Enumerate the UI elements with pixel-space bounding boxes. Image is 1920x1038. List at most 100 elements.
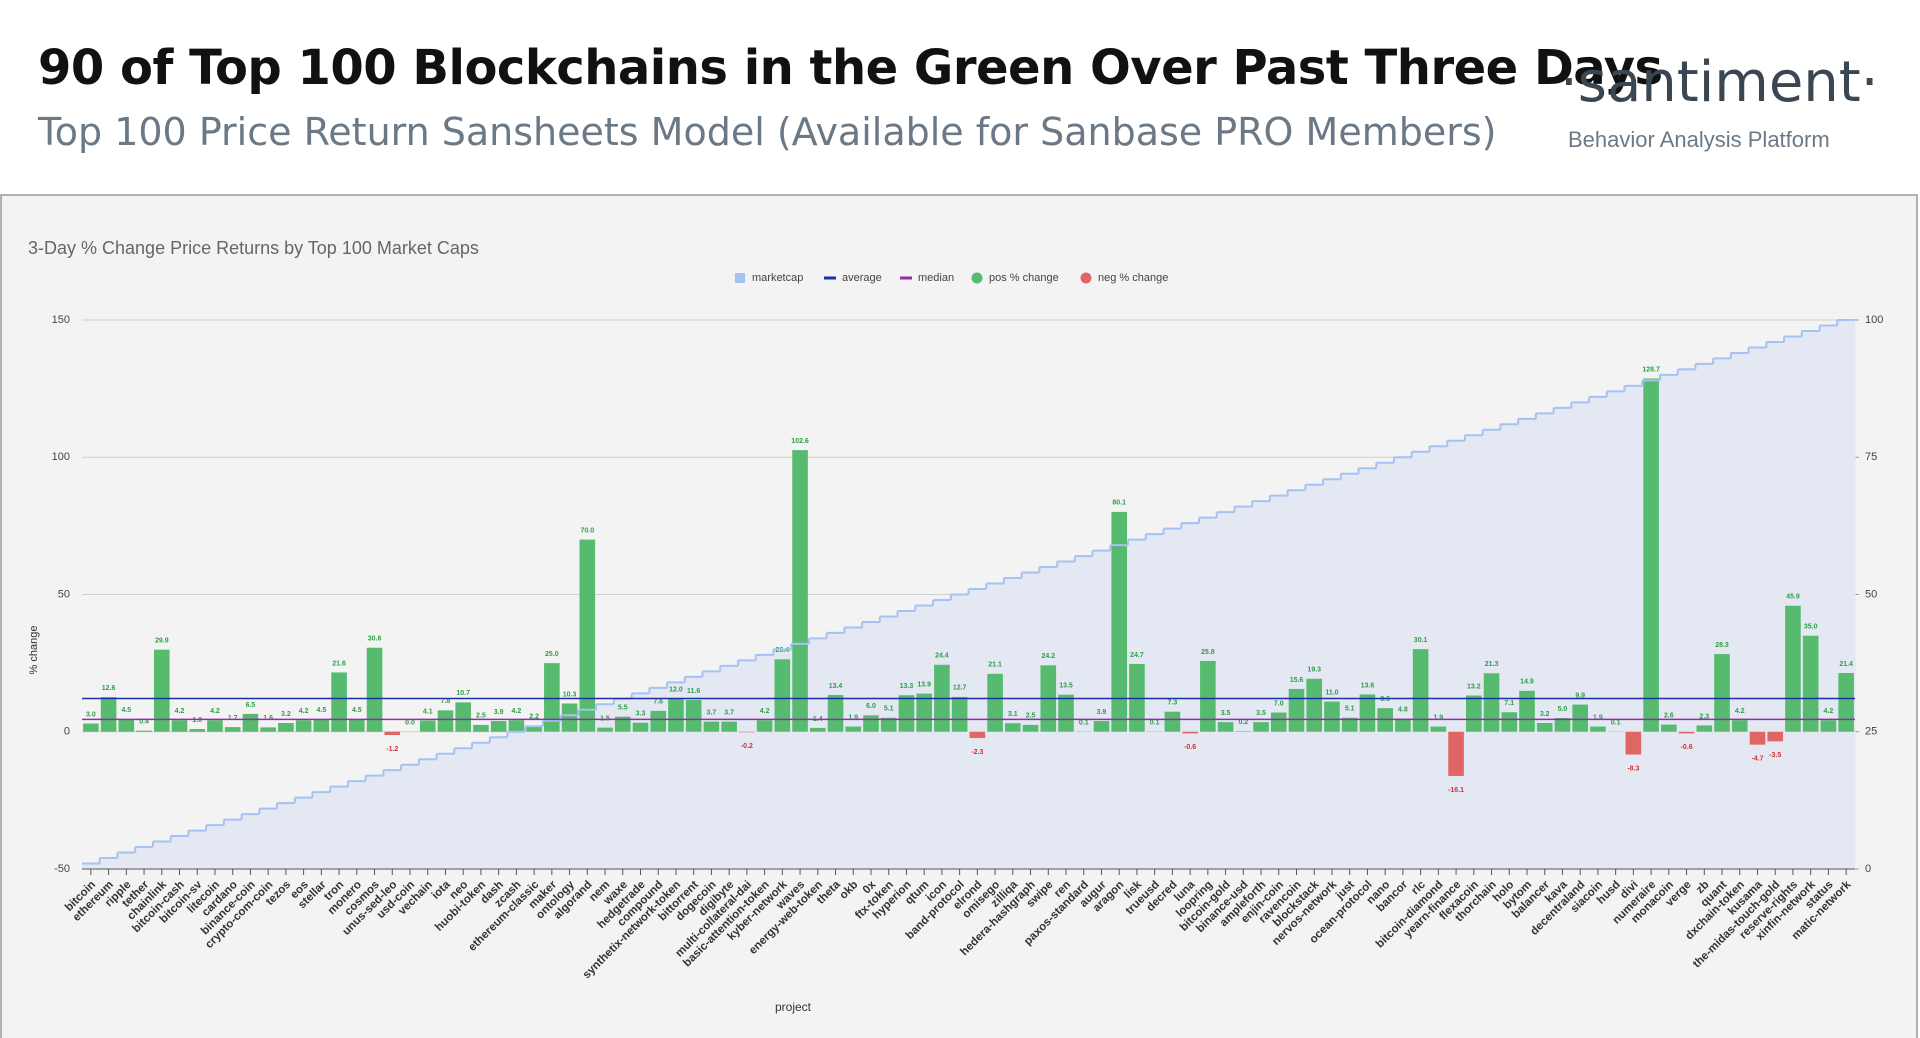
bar	[1714, 654, 1730, 732]
page-subtitle: Top 100 Price Return Sansheets Model (Av…	[38, 110, 1497, 154]
marketcap-area-step	[879, 616, 899, 869]
bar	[384, 731, 401, 736]
marketcap-area-step	[1500, 424, 1519, 869]
marketcap-area-step	[1234, 506, 1253, 869]
bar	[1838, 673, 1854, 732]
marketcap-area-step	[188, 830, 207, 869]
value-label: -8.3	[1627, 765, 1639, 772]
chart: 3-Day % Change Price Returns by Top 100 …	[0, 194, 1918, 1038]
marketcap-area-step	[542, 720, 562, 869]
legend-label: neg % change	[1098, 272, 1168, 284]
value-label: 13.2	[1467, 683, 1481, 690]
bar	[1448, 731, 1464, 776]
bar	[1253, 722, 1269, 732]
bar	[1643, 378, 1659, 732]
bar	[1217, 722, 1234, 732]
marketcap-area-step	[1659, 374, 1679, 869]
bar	[366, 647, 383, 732]
marketcap-area-step	[152, 841, 172, 869]
legend-label: marketcap	[752, 272, 803, 284]
marketcap-area-step	[1447, 440, 1466, 869]
value-label: -1.2	[386, 746, 398, 753]
value-label: 3.2	[1540, 711, 1550, 718]
value-label: 1.7	[228, 715, 238, 722]
marketcap-area-step	[223, 819, 243, 869]
bar	[1324, 701, 1340, 732]
bar	[1554, 718, 1571, 732]
bar	[1678, 731, 1695, 734]
bar	[260, 727, 276, 732]
marketcap-area-step	[1287, 490, 1306, 869]
marketcap-area-step	[82, 863, 101, 869]
bar	[419, 720, 436, 732]
marketcap-area-step	[347, 781, 367, 869]
tagline: Behavior Analysis Platform	[1568, 127, 1830, 152]
value-label: -4.7	[1751, 755, 1763, 762]
bar	[1483, 673, 1500, 732]
marketcap-area-step	[472, 742, 491, 869]
bar	[136, 730, 152, 732]
value-label: 19.3	[1307, 667, 1321, 674]
marketcap-area-step	[1518, 418, 1537, 869]
bar	[1590, 726, 1606, 732]
marketcap-area-step	[1837, 320, 1856, 869]
bar	[189, 729, 206, 732]
bar	[809, 727, 826, 732]
marketcap-area-step	[560, 715, 580, 869]
legend-marker	[1080, 272, 1092, 284]
marketcap-area-step	[1784, 336, 1803, 870]
value-label: 2.2	[529, 714, 539, 721]
value-label: -0.6	[1681, 744, 1693, 751]
bar	[1359, 694, 1376, 732]
legend-marker	[971, 272, 983, 284]
legend-label: median	[918, 272, 954, 284]
value-label: -0.2	[741, 743, 753, 750]
bar	[1341, 717, 1358, 732]
legend-label: pos % change	[989, 272, 1059, 284]
bar	[827, 694, 844, 732]
marketcap-area-step	[277, 803, 296, 869]
value-label: 10.7	[456, 690, 470, 697]
bar	[1235, 731, 1252, 732]
bar	[632, 722, 649, 732]
bar	[278, 722, 294, 732]
x-axis-label: project	[775, 1000, 812, 1014]
bar	[473, 724, 489, 732]
bar	[295, 720, 312, 732]
bar	[863, 715, 879, 732]
value-label: 12.7	[953, 685, 967, 692]
marketcap-area-step	[933, 599, 952, 869]
header: 90 of Top 100 Blockchains in the Green O…	[0, 0, 1920, 194]
marketcap-area-step	[862, 621, 881, 869]
value-label: 3.5	[1221, 710, 1231, 717]
bar	[331, 672, 347, 732]
bar	[845, 726, 862, 732]
bar	[1466, 695, 1482, 732]
marketcap-area-step	[1358, 468, 1377, 869]
value-label: 102.6	[791, 438, 809, 445]
bar	[1430, 726, 1447, 732]
marketcap-area-step	[99, 858, 119, 869]
value-label: -0.6	[1184, 744, 1196, 751]
value-label: -16.1	[1448, 787, 1464, 794]
marketcap-area-step	[702, 671, 721, 869]
bar	[1519, 690, 1535, 732]
marketcap-area-step	[241, 814, 260, 869]
value-label: 5.0	[1558, 706, 1568, 713]
value-label: 1.0	[192, 717, 202, 724]
marketcap-area-step	[578, 709, 597, 869]
value-label: 2.3	[1699, 713, 1709, 720]
marketcap-area-step	[1323, 479, 1342, 869]
value-label: 0.1	[1079, 719, 1089, 726]
value-label: 2.5	[476, 713, 486, 720]
legend-marker	[735, 273, 745, 283]
marketcap-area-step	[507, 731, 526, 869]
bar	[898, 695, 915, 732]
y2-tick-label: 25	[1865, 726, 1877, 738]
bar	[969, 731, 986, 739]
bar	[153, 649, 170, 732]
value-label: 0.1	[1611, 719, 1621, 726]
value-label: 3.9	[494, 709, 504, 716]
bar	[987, 673, 1003, 732]
value-label: 13.3	[900, 683, 914, 690]
